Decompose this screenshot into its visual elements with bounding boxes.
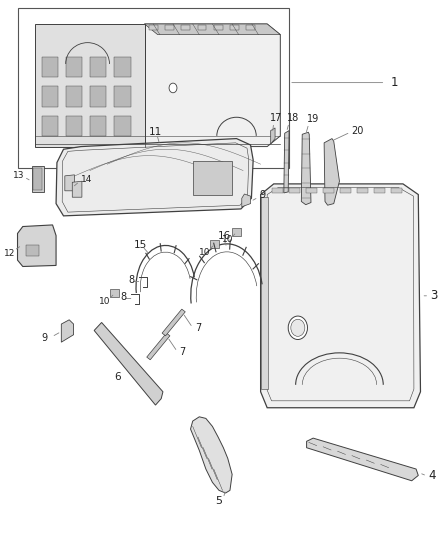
Polygon shape <box>324 139 339 205</box>
Bar <box>114 57 131 77</box>
Text: 9: 9 <box>42 334 48 343</box>
Text: 8: 8 <box>120 293 127 302</box>
Polygon shape <box>261 184 420 408</box>
Bar <box>66 57 82 77</box>
Text: 19: 19 <box>307 115 319 124</box>
Text: 20: 20 <box>352 126 364 135</box>
Bar <box>198 25 206 30</box>
Polygon shape <box>162 309 185 336</box>
Bar <box>193 161 232 195</box>
Text: 3: 3 <box>431 289 438 302</box>
Text: 1: 1 <box>391 76 398 89</box>
Bar <box>340 188 351 193</box>
Text: 13: 13 <box>13 172 25 180</box>
Text: 17: 17 <box>270 114 283 123</box>
Bar <box>66 116 82 136</box>
Polygon shape <box>271 128 275 144</box>
Bar <box>42 86 58 107</box>
Bar <box>289 188 300 193</box>
Polygon shape <box>145 24 280 147</box>
Circle shape <box>291 319 305 336</box>
Bar <box>374 188 385 193</box>
Text: 12: 12 <box>4 249 16 257</box>
Bar <box>114 86 131 107</box>
Bar <box>149 25 158 30</box>
Polygon shape <box>301 132 311 205</box>
Bar <box>165 25 174 30</box>
Bar <box>272 188 283 193</box>
Polygon shape <box>18 225 56 266</box>
Text: 10: 10 <box>222 236 233 244</box>
Bar <box>90 57 106 77</box>
Polygon shape <box>65 175 74 191</box>
Bar <box>323 188 334 193</box>
Bar <box>391 188 402 193</box>
Bar <box>210 240 219 248</box>
Text: 4: 4 <box>428 470 435 482</box>
Bar <box>90 86 106 107</box>
Polygon shape <box>145 24 280 35</box>
Text: 9: 9 <box>259 190 265 199</box>
Polygon shape <box>94 322 163 405</box>
Bar <box>26 245 39 256</box>
Text: 11: 11 <box>149 127 162 137</box>
Bar <box>110 289 119 297</box>
Bar <box>232 228 241 236</box>
Bar <box>230 25 239 30</box>
Bar <box>42 57 58 77</box>
Bar <box>42 116 58 136</box>
Polygon shape <box>191 417 232 493</box>
Polygon shape <box>242 194 251 207</box>
Text: 18: 18 <box>287 114 299 123</box>
Bar <box>306 188 317 193</box>
Bar <box>214 25 223 30</box>
Polygon shape <box>72 181 82 197</box>
Bar <box>181 25 190 30</box>
Bar <box>18 8 289 168</box>
Bar <box>33 168 42 190</box>
Text: 10: 10 <box>99 297 110 305</box>
Bar <box>261 197 268 389</box>
Text: 8: 8 <box>128 276 134 285</box>
Bar <box>114 116 131 136</box>
Bar <box>66 86 82 107</box>
Text: 16: 16 <box>218 231 231 240</box>
Polygon shape <box>284 131 289 193</box>
Polygon shape <box>307 438 418 481</box>
Bar <box>246 25 255 30</box>
Text: 15: 15 <box>134 240 147 249</box>
Text: 7: 7 <box>180 347 186 357</box>
Text: 7: 7 <box>195 323 201 333</box>
Text: 6: 6 <box>114 373 121 382</box>
Polygon shape <box>61 320 74 342</box>
Polygon shape <box>35 24 145 147</box>
Circle shape <box>288 316 307 340</box>
Text: 10: 10 <box>199 248 210 256</box>
Bar <box>90 116 106 136</box>
Bar <box>32 166 44 192</box>
Circle shape <box>169 83 177 93</box>
Text: 14: 14 <box>81 175 92 184</box>
Text: 5: 5 <box>215 496 223 506</box>
Polygon shape <box>147 333 170 360</box>
Polygon shape <box>56 139 253 216</box>
Bar <box>357 188 368 193</box>
